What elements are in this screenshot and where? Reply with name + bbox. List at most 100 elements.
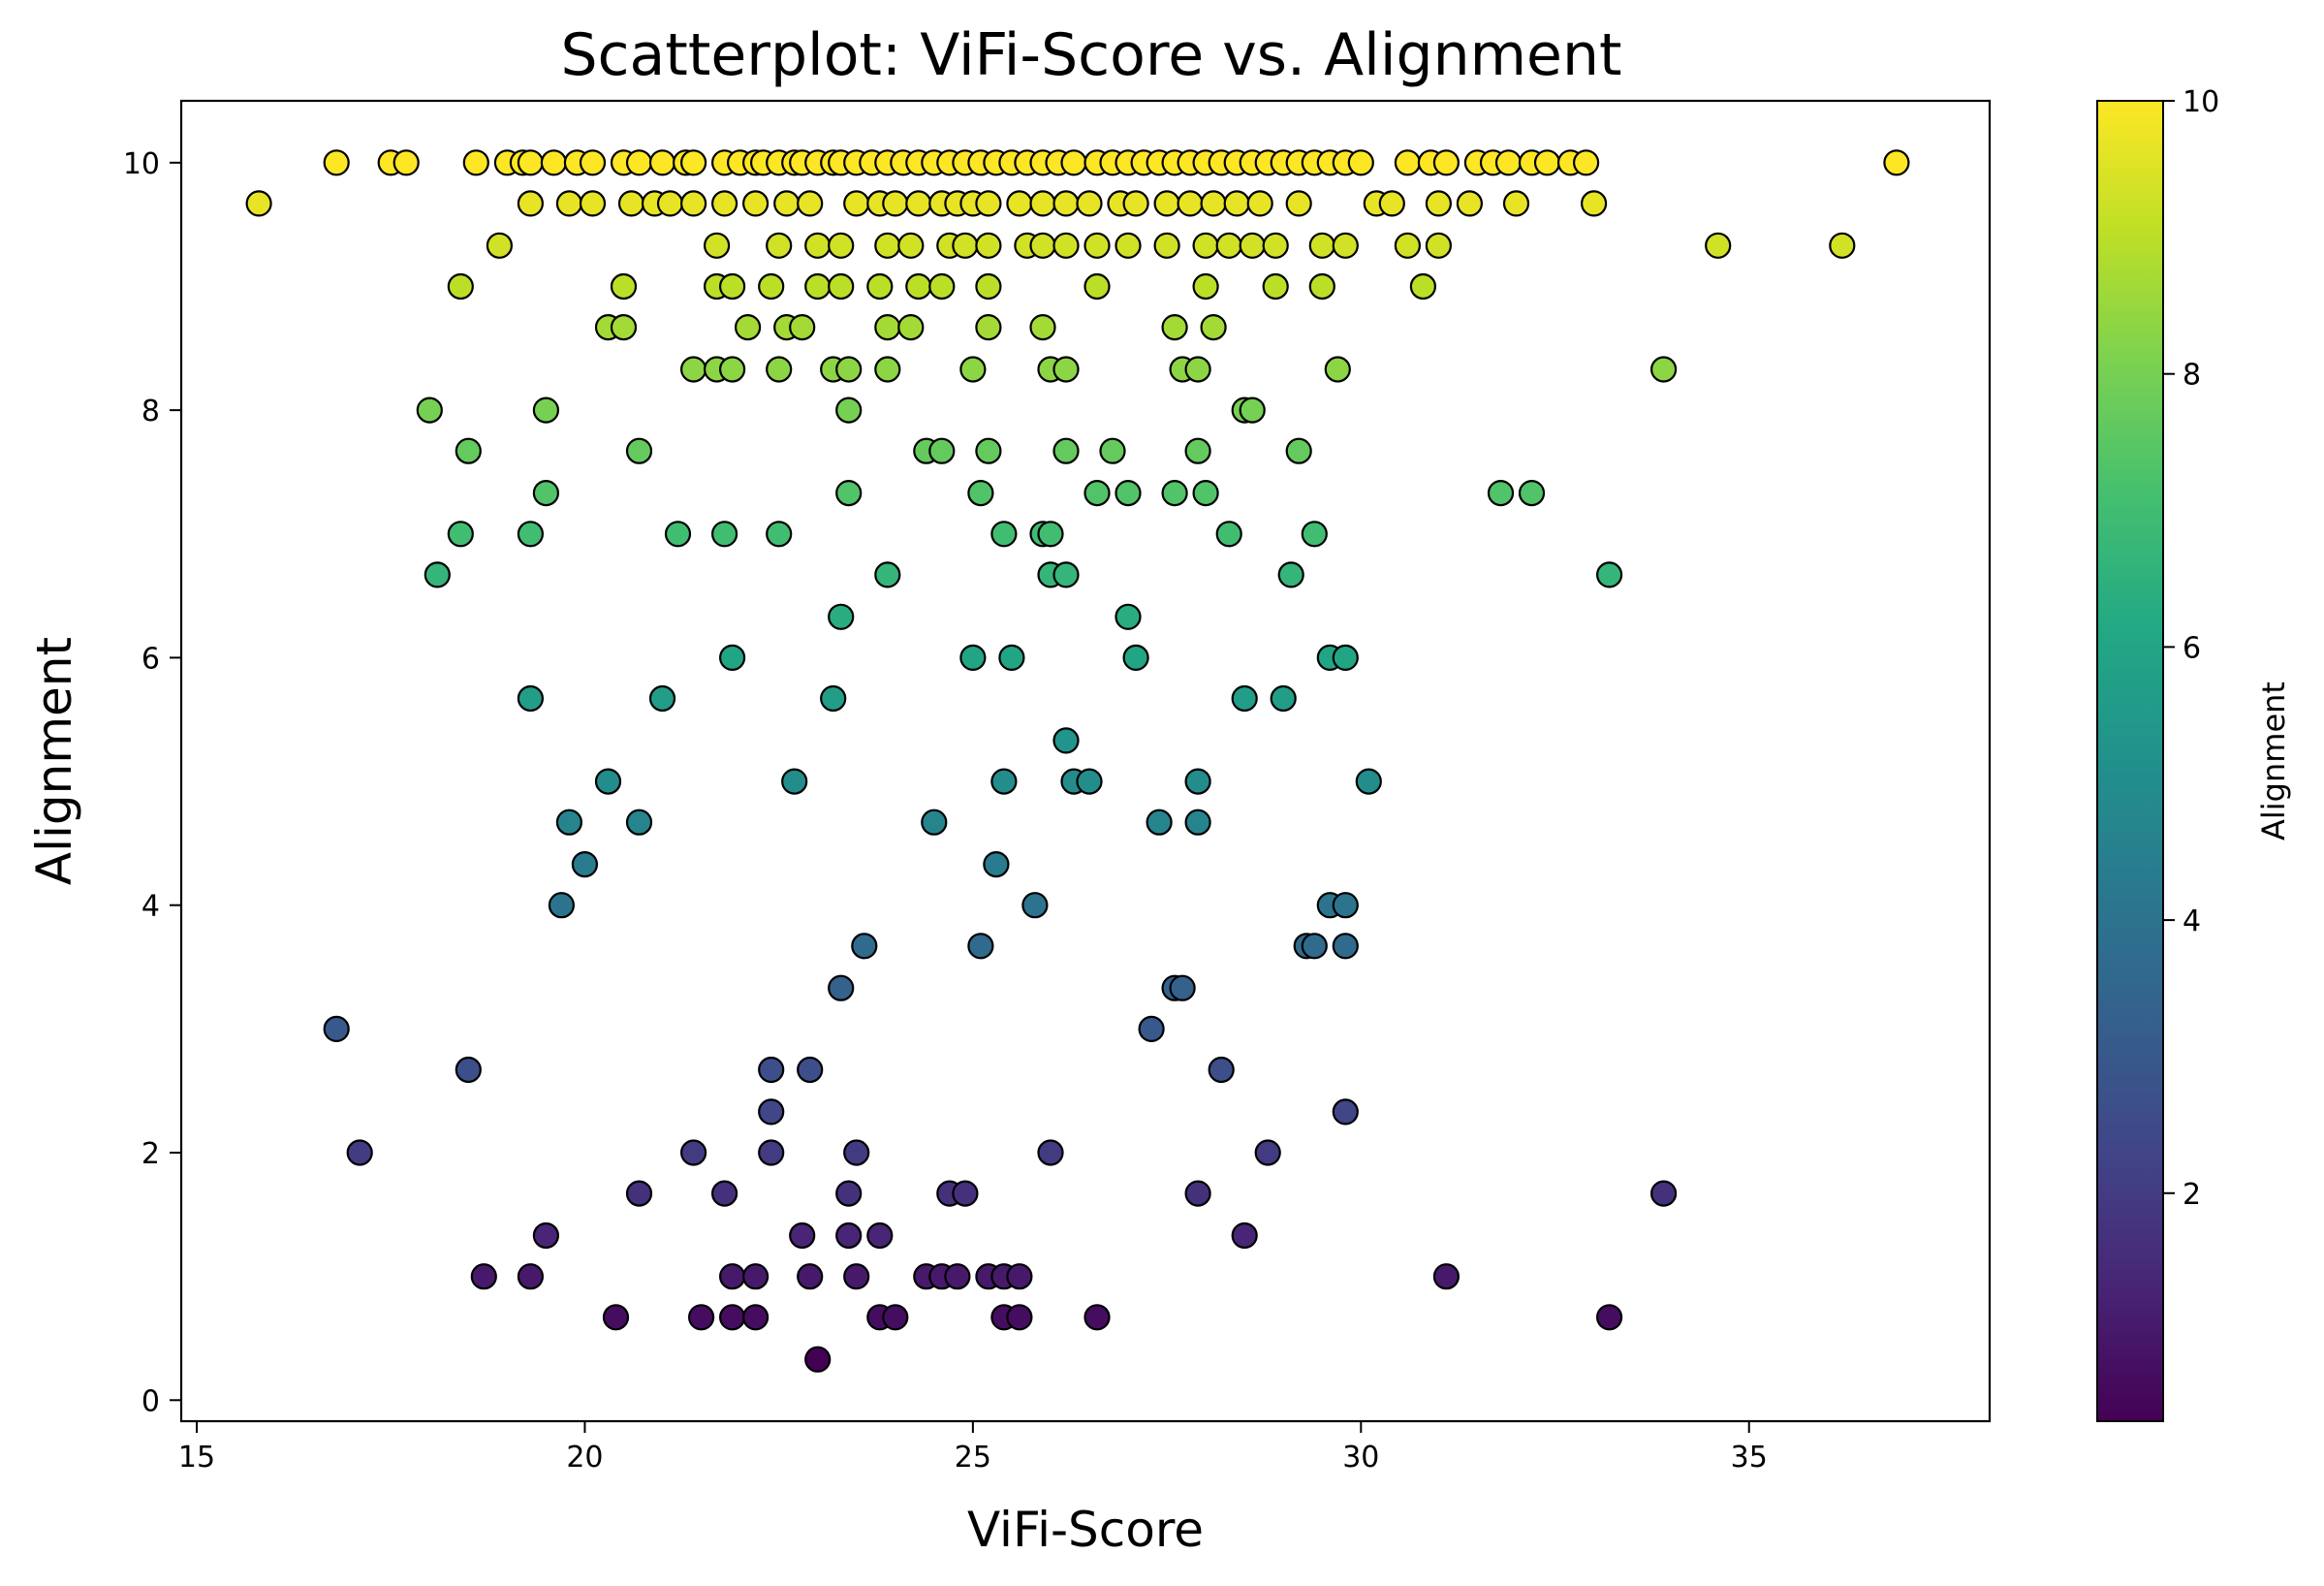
- scatter-point: [1277, 561, 1304, 588]
- scatter-point: [393, 149, 420, 176]
- scatter-point: [579, 190, 607, 217]
- scatter-point: [1146, 809, 1173, 836]
- scatter-point: [975, 272, 1002, 301]
- scatter-point: [1037, 521, 1064, 548]
- plot-area-frame: [179, 99, 1992, 1423]
- scatter-point: [835, 1221, 863, 1250]
- scatter-point: [718, 356, 746, 383]
- scatter-point: [866, 1221, 894, 1250]
- scatter-point: [1021, 892, 1049, 919]
- scatter-point: [718, 1304, 746, 1331]
- y-tick-label: 4: [141, 890, 160, 924]
- scatter-point: [1649, 1180, 1678, 1207]
- scatter-point: [656, 190, 684, 217]
- scatter-points: [245, 149, 1910, 1373]
- scatter-point: [967, 480, 994, 507]
- scatter-point: [804, 1346, 832, 1373]
- scatter-point: [897, 232, 925, 259]
- scatter-point: [797, 190, 824, 217]
- scatter-point: [866, 272, 894, 301]
- scatter-point: [462, 149, 489, 176]
- scatter-point: [1029, 190, 1056, 217]
- scatter-point: [851, 933, 878, 960]
- scatter-point: [517, 190, 545, 217]
- scatter-point: [1169, 974, 1196, 1001]
- scatter-point: [734, 314, 762, 341]
- scatter-point: [625, 1180, 653, 1207]
- scatter-point: [455, 1056, 482, 1084]
- scatter-point: [843, 1139, 870, 1166]
- scatter-point: [710, 1180, 738, 1207]
- scatter-point: [835, 480, 863, 507]
- scatter-point: [532, 396, 560, 424]
- colorbar-tick-label: 6: [2183, 631, 2201, 665]
- scatter-point: [1099, 437, 1126, 464]
- scatter-point: [1083, 272, 1111, 301]
- scatter-point: [1254, 1139, 1281, 1166]
- scatter-point: [1184, 1180, 1211, 1207]
- scatter-point: [1060, 149, 1087, 176]
- scatter-point: [828, 603, 855, 630]
- scatter-point: [424, 561, 451, 588]
- scatter-point: [983, 850, 1010, 878]
- scatter-point: [874, 356, 901, 383]
- scatter-point: [1083, 480, 1111, 507]
- scatter-point: [687, 1304, 715, 1331]
- scatter-point: [710, 190, 738, 217]
- scatter-point: [1215, 521, 1242, 548]
- scatter-point: [758, 1139, 785, 1166]
- scatter-point: [1494, 149, 1523, 176]
- scatter-point: [1083, 1304, 1111, 1331]
- scatter-point: [710, 521, 738, 548]
- scatter-point: [944, 1263, 971, 1290]
- scatter-point: [1052, 356, 1080, 383]
- scatter-point: [679, 356, 707, 383]
- scatter-point: [1394, 149, 1422, 176]
- scatter-point: [1192, 480, 1219, 507]
- scatter-point: [835, 1180, 863, 1207]
- scatter-point: [679, 149, 707, 176]
- x-tick-label: 35: [1731, 1441, 1768, 1475]
- scatter-point: [1355, 768, 1382, 795]
- chart-title: Scatterplot: ViFi-Score vs. Alignment: [560, 21, 1621, 89]
- scatter-point: [1052, 437, 1080, 464]
- scatter-point: [1184, 809, 1211, 836]
- scatter-point: [797, 1263, 824, 1290]
- scatter-point: [579, 149, 607, 176]
- x-tick-label: 20: [566, 1441, 603, 1475]
- scatter-point: [1115, 232, 1142, 259]
- scatter-point: [1595, 561, 1623, 588]
- scatter-point: [323, 1015, 350, 1043]
- colorbar-label: Alignment: [2255, 682, 2292, 841]
- scatter-point: [1029, 314, 1056, 341]
- scatter-point: [1184, 768, 1211, 795]
- scatter-point: [820, 684, 847, 713]
- scatter-point: [1409, 272, 1437, 301]
- scatter-point: [664, 521, 692, 548]
- scatter-point: [959, 644, 987, 672]
- scatter-point: [1332, 933, 1359, 960]
- scatter-point: [1308, 272, 1335, 301]
- scatter-point: [610, 272, 638, 301]
- scatter-point: [532, 480, 560, 507]
- scatter-point: [843, 1263, 870, 1290]
- scatter-point: [1231, 1221, 1258, 1250]
- scatter-point: [679, 190, 707, 217]
- scatter-point: [1192, 272, 1219, 301]
- scatter-point: [648, 684, 676, 713]
- scatter-point: [1138, 1015, 1165, 1043]
- scatter-point: [874, 314, 901, 341]
- scatter-point: [1161, 480, 1188, 507]
- scatter-point: [1308, 232, 1335, 259]
- scatter-point: [1883, 149, 1910, 176]
- scatter-point: [828, 272, 855, 301]
- scatter-point: [625, 809, 653, 836]
- scatter-point: [1037, 1139, 1064, 1166]
- scatter-point: [1239, 232, 1266, 259]
- scatter-point: [1425, 232, 1453, 259]
- x-axis-label: ViFi-Score: [967, 1502, 1204, 1558]
- scatter-point: [797, 1056, 824, 1084]
- scatter-point: [1006, 1263, 1033, 1290]
- y-axis-label: Alignment: [26, 637, 82, 885]
- colorbar-tick-label: 4: [2183, 904, 2201, 938]
